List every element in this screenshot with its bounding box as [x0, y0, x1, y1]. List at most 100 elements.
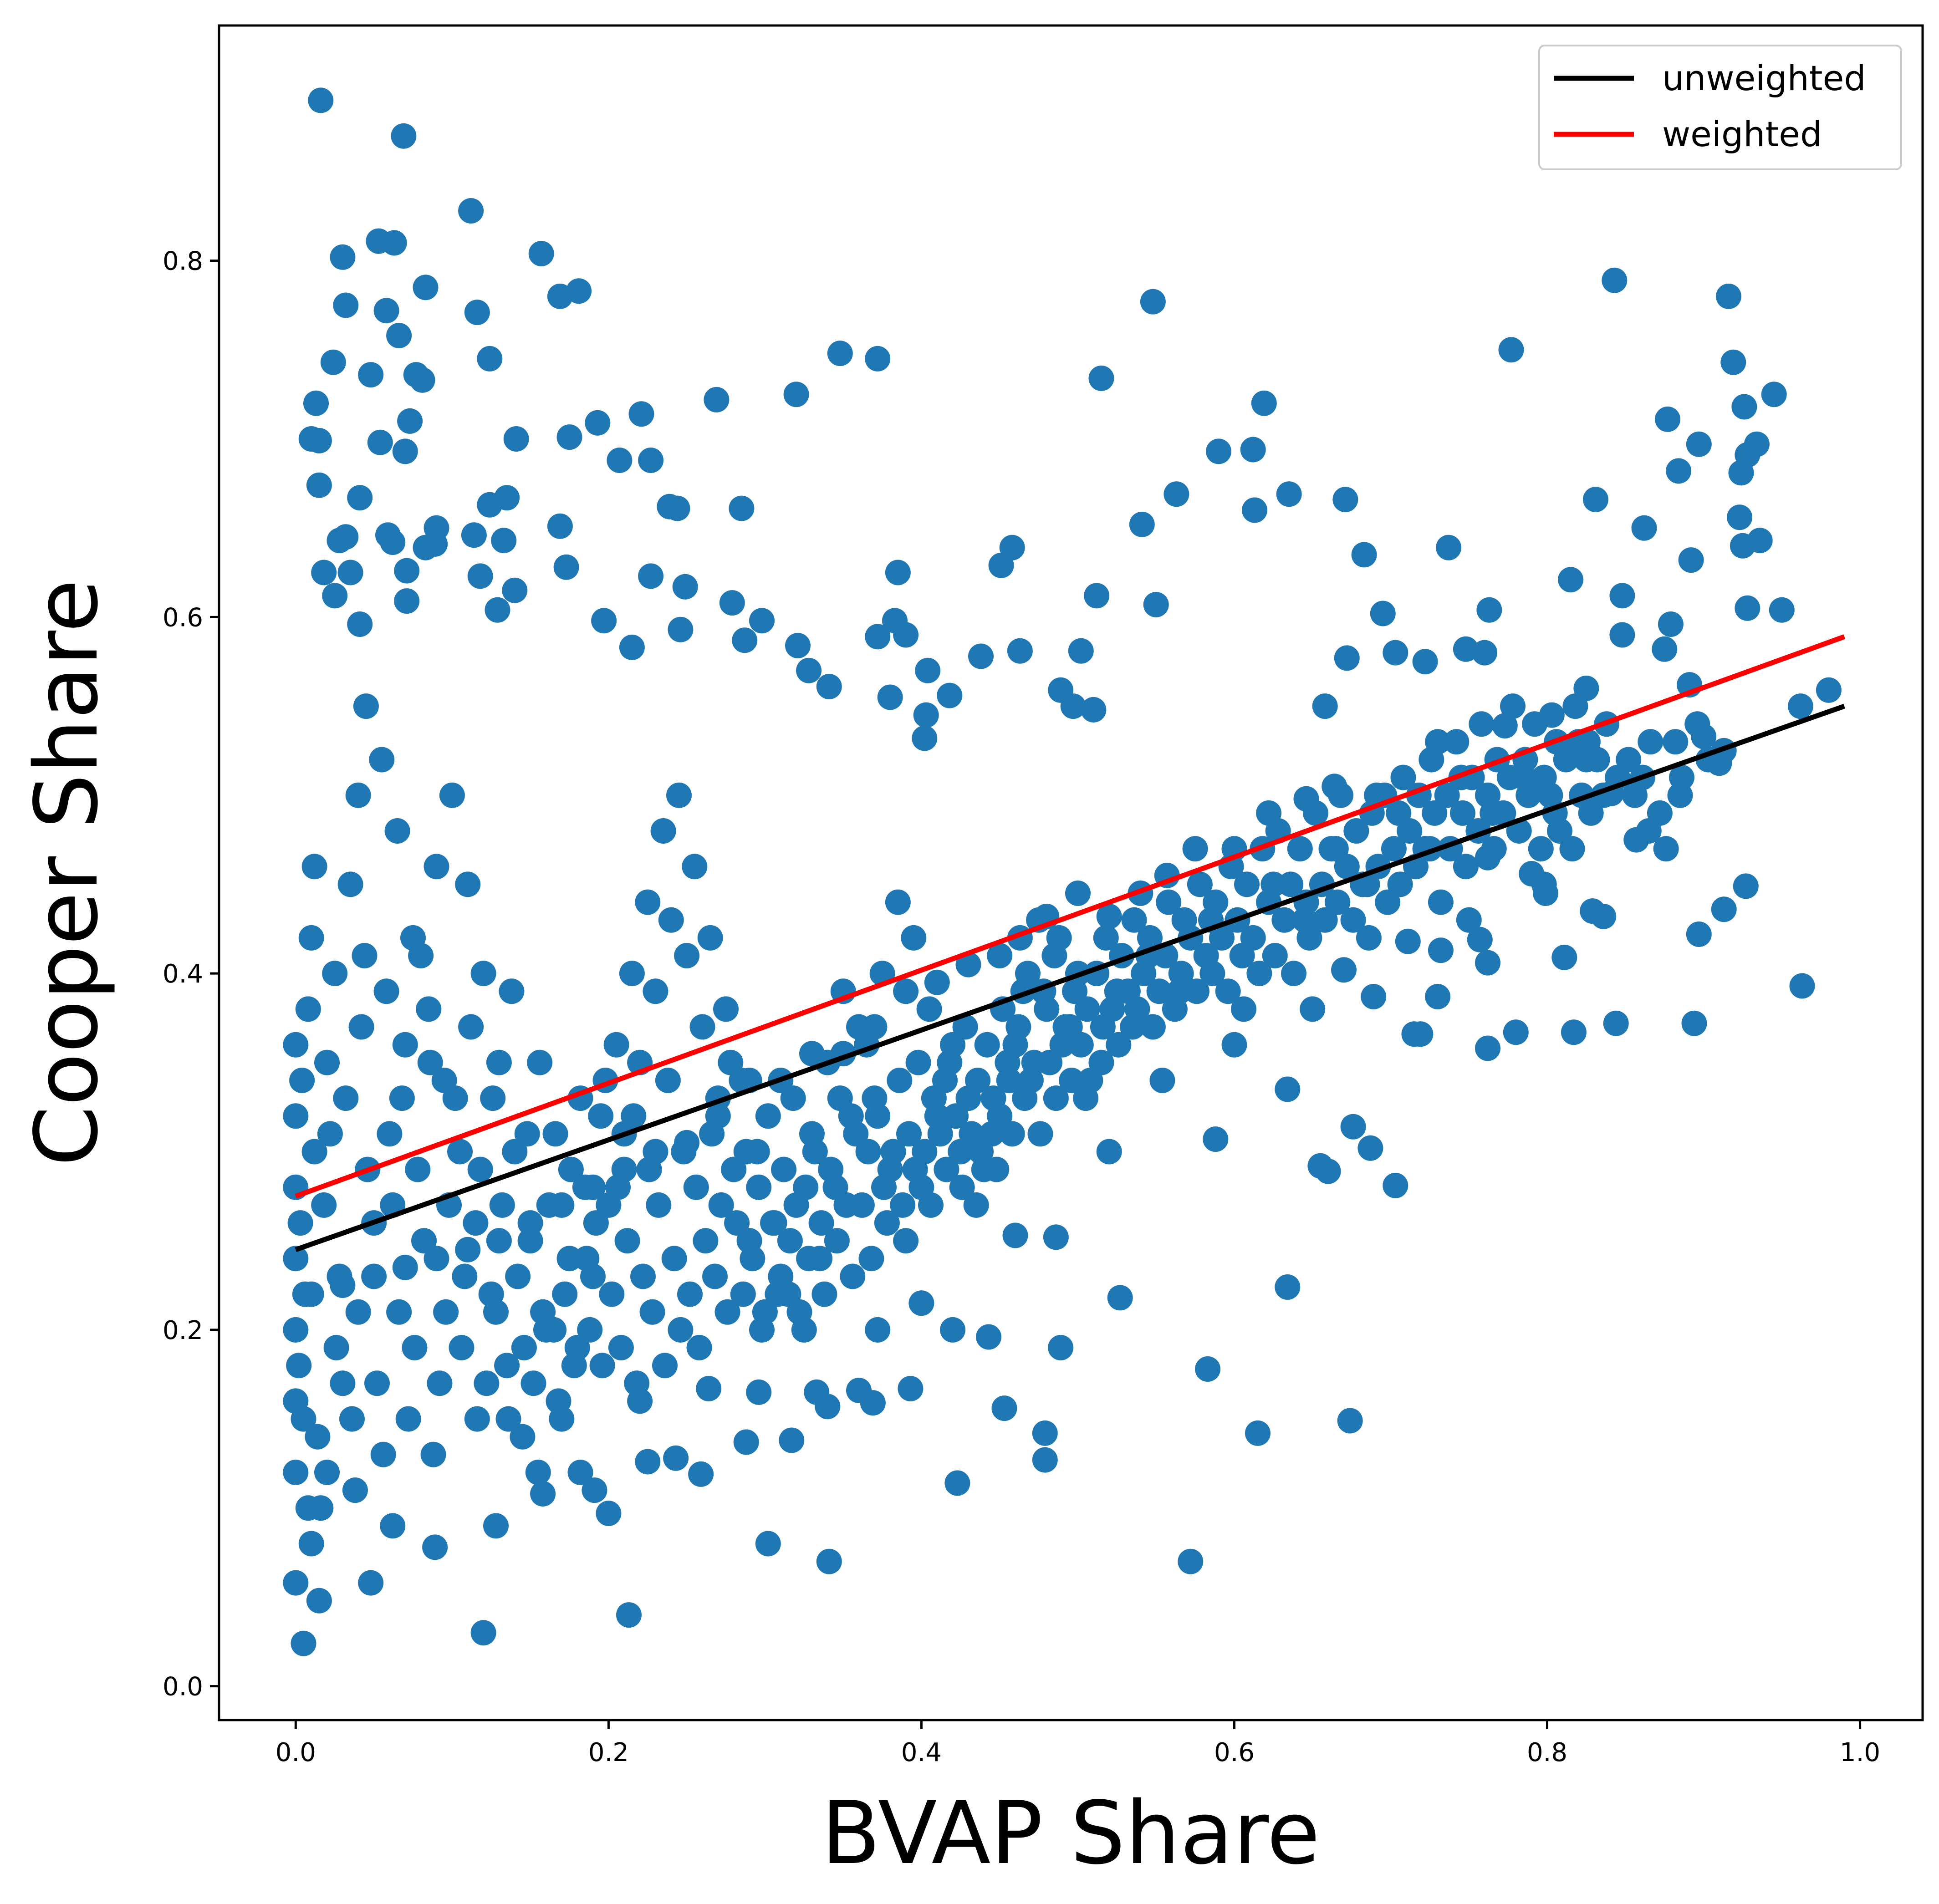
scatter-point — [636, 1156, 662, 1182]
scatter-point — [816, 674, 842, 699]
y-axis-ticks: 0.0 0.2 0.4 0.6 0.8 — [163, 247, 219, 1702]
scatter-point — [682, 854, 708, 880]
scatter-point — [1184, 978, 1209, 1004]
scatter-point — [628, 401, 654, 427]
scatter-point — [624, 1370, 650, 1396]
scatter-point — [619, 634, 645, 660]
scatter-point — [1476, 597, 1502, 623]
scatter-point — [1337, 1408, 1363, 1434]
scatter-point — [553, 554, 579, 580]
scatter-point — [1602, 267, 1628, 293]
y-tick-label: 0.4 — [163, 959, 203, 989]
scatter-point — [1187, 871, 1213, 897]
scatter-point — [317, 1121, 343, 1147]
scatter-point — [1278, 871, 1304, 897]
scatter-point — [369, 747, 395, 773]
scatter-point — [330, 1370, 356, 1396]
scatter-point — [1065, 881, 1091, 906]
scatter-point — [1178, 1548, 1204, 1574]
scatter-point — [352, 943, 378, 968]
scatter-point — [574, 1246, 600, 1272]
legend: unweighted weighted — [1538, 45, 1902, 170]
scatter-point — [846, 1014, 872, 1040]
scatter-point — [308, 87, 334, 113]
scatter-point — [855, 1139, 881, 1165]
scatter-point — [1131, 961, 1157, 987]
scatter-point — [721, 1156, 747, 1182]
scatter-point — [1503, 1019, 1529, 1045]
scatter-point — [605, 1174, 631, 1200]
scatter-point — [912, 725, 938, 751]
scatter-point — [843, 1121, 869, 1147]
scatter-point — [1647, 800, 1673, 826]
scatter-point — [1622, 782, 1648, 808]
scatter-point — [411, 1228, 437, 1254]
scatter-point — [530, 1481, 556, 1507]
scatter-point — [494, 485, 520, 511]
scatter-point — [452, 1263, 478, 1289]
scatter-point — [1383, 1172, 1408, 1198]
scatter-point — [1551, 944, 1577, 970]
scatter-point — [1609, 622, 1635, 648]
scatter-point — [630, 1263, 656, 1289]
scatter-point — [937, 682, 963, 708]
scatter-point — [1162, 996, 1188, 1022]
scatter-point — [1395, 928, 1421, 954]
scatter-point — [965, 1068, 991, 1093]
scatter-point — [510, 1424, 536, 1450]
scatter-point — [1450, 800, 1475, 826]
scatter-point — [749, 1317, 775, 1343]
scatter-point — [1492, 713, 1518, 739]
scatter-point — [740, 1246, 765, 1272]
scatter-point — [345, 782, 371, 808]
scatter-point — [301, 1139, 327, 1165]
scatter-point — [614, 1228, 640, 1254]
scatter-point — [1727, 504, 1753, 530]
scatter-point — [1275, 1274, 1301, 1300]
scatter-point — [502, 1139, 528, 1165]
scatter-point — [413, 275, 439, 300]
scatter-point — [746, 1379, 772, 1405]
scatter-point — [1711, 896, 1737, 922]
scatter-point — [1334, 854, 1360, 880]
scatter-point — [303, 390, 329, 416]
scatter-point — [394, 588, 420, 614]
x-axis-ticks: 0.0 0.2 0.4 0.6 0.8 1.0 — [276, 1720, 1880, 1767]
scatter-point — [1221, 1032, 1247, 1058]
scatter-point — [306, 428, 332, 453]
scatter-point — [311, 560, 337, 585]
scatter-point — [905, 1049, 931, 1075]
scatter-point — [339, 1406, 365, 1432]
scatter-point — [470, 961, 496, 987]
scatter-point — [1731, 394, 1757, 420]
scatter-point — [1547, 818, 1572, 844]
scatter-point — [1381, 836, 1407, 862]
scatter-point — [1467, 927, 1493, 952]
scatter-point — [1603, 1010, 1629, 1036]
scatter-point — [963, 1192, 989, 1218]
scatter-point — [871, 1174, 897, 1200]
scatter-point — [663, 1445, 689, 1471]
scatter-point — [1422, 800, 1448, 826]
scatter-point — [405, 1156, 431, 1182]
scatter-point — [1060, 693, 1086, 719]
scatter-point — [358, 1570, 384, 1596]
scatter-point — [749, 608, 775, 634]
scatter-point — [1068, 638, 1094, 664]
scatter-point — [1475, 1035, 1500, 1061]
scatter-point — [780, 1085, 806, 1111]
plot-frame — [218, 24, 1924, 1721]
scatter-point — [1663, 729, 1689, 755]
scatter-point — [1638, 729, 1663, 755]
scatter-point — [323, 1335, 349, 1360]
legend-label-weighted: weighted — [1662, 114, 1822, 154]
scatter-point — [887, 1068, 913, 1093]
scatter-point — [1472, 640, 1498, 666]
scatter-point — [392, 1032, 418, 1058]
scatter-point — [796, 1246, 822, 1272]
scatter-point — [1769, 597, 1795, 623]
scatter-point — [668, 1317, 694, 1343]
scatter-point — [1686, 431, 1712, 457]
scatter-point — [491, 528, 517, 554]
scatter-point — [499, 978, 525, 1004]
